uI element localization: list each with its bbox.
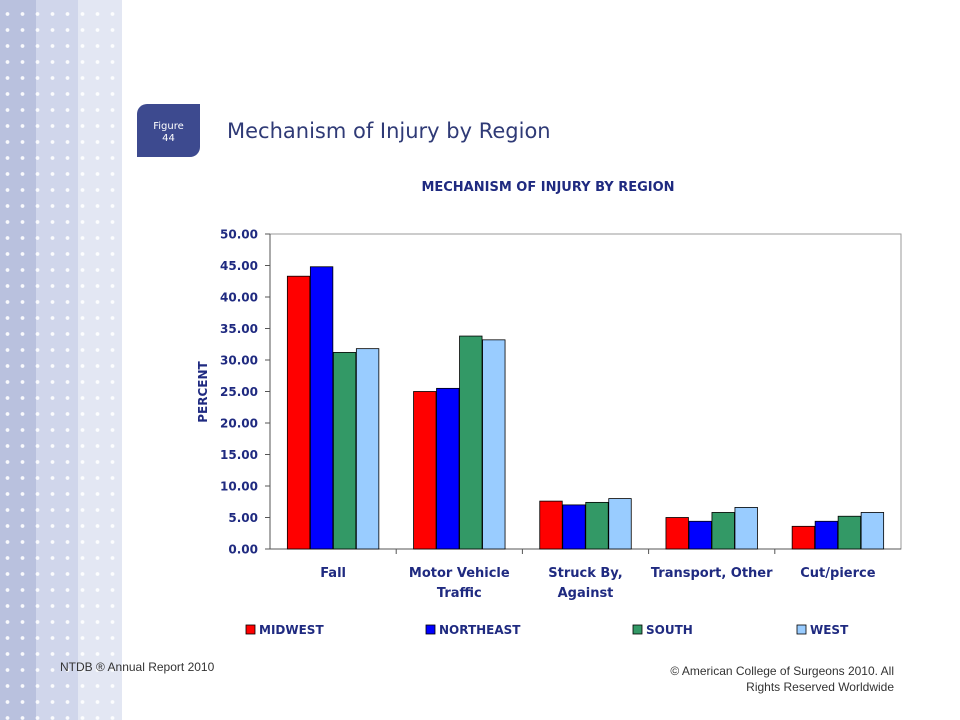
x-tick-label: Against: [558, 586, 614, 601]
x-tick-label: Fall: [320, 566, 346, 581]
bar-northeast: [562, 504, 586, 550]
bar-northeast: [309, 266, 334, 550]
sidebar-dot-pattern: [0, 0, 122, 720]
bar-northeast: [436, 387, 460, 550]
legend-label: WEST: [810, 623, 849, 637]
y-tick-label: 35.00: [220, 322, 258, 336]
footer-report-name: NTDB ® Annual Report 2010: [60, 660, 215, 674]
x-tick-label: Struck By,: [548, 566, 622, 581]
figure-badge: Figure 44: [137, 104, 200, 157]
bar-west: [608, 498, 632, 550]
legend-swatch: [425, 624, 436, 635]
legend-label: SOUTH: [646, 623, 693, 637]
y-axis-label: PERCENT: [196, 360, 210, 422]
bar-south: [837, 515, 862, 550]
footer-copyright-line: © American College of Surgeons 2010. All: [670, 664, 894, 678]
legend-label: NORTHEAST: [439, 623, 521, 637]
chart-title: MECHANISM OF INJURY BY REGION: [421, 180, 674, 195]
x-tick-label: Motor Vehicle: [409, 566, 510, 581]
y-tick-label: 15.00: [220, 448, 258, 462]
legend-swatch: [796, 624, 807, 635]
bar-midwest: [286, 275, 311, 550]
sidebar-decoration: [0, 0, 122, 720]
y-tick-label: 0.00: [228, 543, 258, 557]
bar-south: [711, 512, 735, 550]
bar-south: [459, 335, 483, 550]
bar-northeast: [688, 520, 712, 550]
bar-midwest: [665, 517, 689, 550]
y-tick-label: 50.00: [220, 228, 258, 242]
bar-west: [482, 339, 506, 550]
legend-swatch: [245, 624, 256, 635]
x-tick-label: Traffic: [437, 586, 482, 601]
y-tick-label: 20.00: [220, 417, 258, 431]
x-tick-label: Transport, Other: [651, 566, 773, 581]
bar-south: [585, 501, 609, 550]
y-tick-label: 10.00: [220, 480, 258, 494]
slide-title: Mechanism of Injury by Region: [227, 119, 551, 143]
footer-copyright-line: Rights Reserved Worldwide: [746, 680, 894, 694]
bar-midwest: [791, 525, 816, 550]
x-tick-label: Cut/pierce: [800, 566, 875, 581]
y-tick-label: 45.00: [220, 259, 258, 273]
footer-copyright: © American College of Surgeons 2010. All…: [634, 663, 894, 695]
bar-west: [355, 348, 380, 550]
figure-badge-label: Figure: [153, 121, 184, 132]
bar-west: [734, 507, 758, 550]
y-tick-label: 30.00: [220, 354, 258, 368]
y-tick-label: 25.00: [220, 385, 258, 399]
y-tick-label: 5.00: [228, 511, 258, 525]
figure-badge-number: 44: [162, 133, 175, 144]
y-tick-label: 40.00: [220, 291, 258, 305]
bar-midwest: [413, 391, 437, 550]
bar-northeast: [814, 520, 839, 550]
bar-midwest: [539, 500, 563, 550]
bar-west: [860, 512, 885, 550]
legend-label: MIDWEST: [259, 623, 324, 637]
legend-swatch: [632, 624, 643, 635]
bar-south: [332, 352, 357, 550]
